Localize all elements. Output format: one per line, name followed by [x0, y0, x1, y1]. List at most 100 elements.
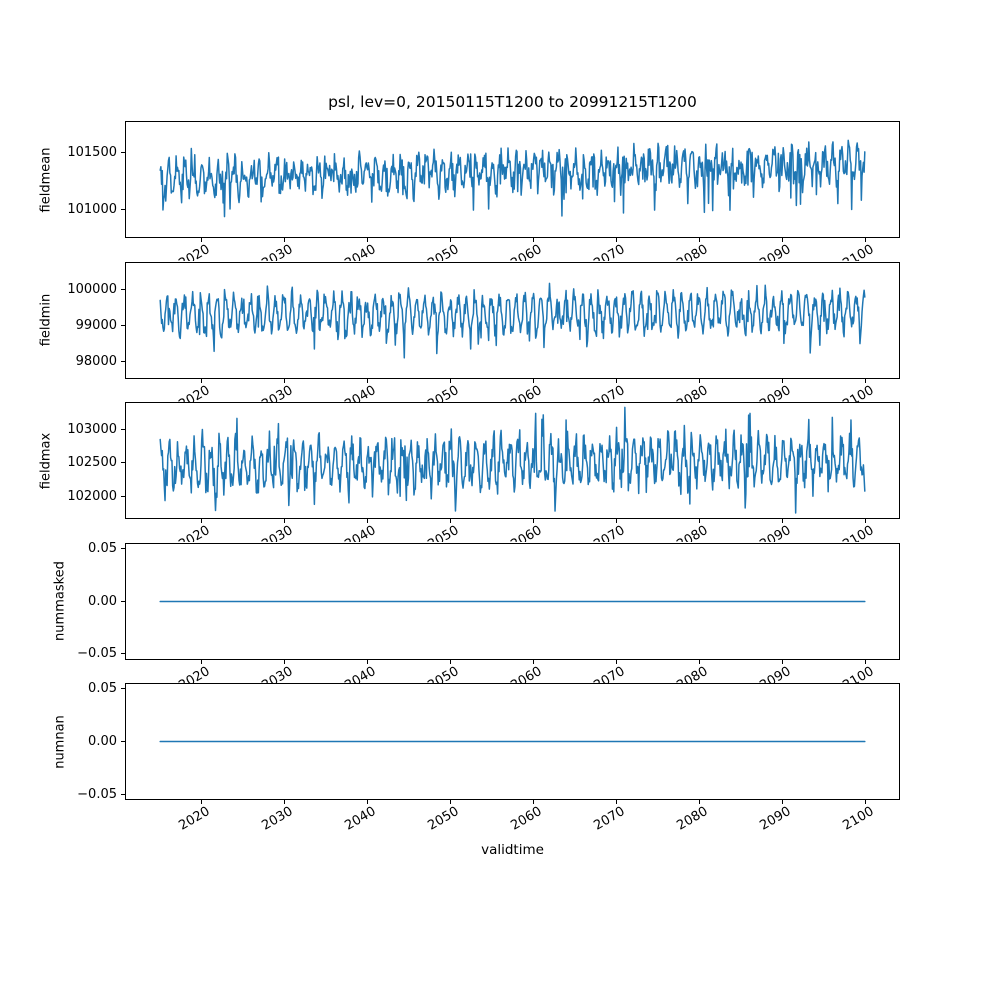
x-tick-label: 2100 — [840, 242, 877, 261]
x-tick — [781, 378, 783, 383]
axes-frame — [125, 683, 900, 800]
y-tick-label: 0.05 — [88, 540, 117, 556]
y-tick — [121, 741, 125, 742]
axes-frame — [125, 402, 900, 519]
subplot-nummasked: 0.05 0.00 −0.05 nummasked — [53, 541, 900, 664]
x-tick-label: 2020 — [176, 382, 213, 402]
x-tick — [864, 659, 866, 664]
x-tick — [200, 659, 202, 664]
y-tick-label: 103000 — [67, 421, 117, 437]
x-tick-label: 2040 — [342, 663, 379, 683]
x-tick-label: 2080 — [674, 804, 711, 834]
y-tick-label: 102000 — [67, 488, 117, 504]
x-tick-labels-row: 2020 2030 2040 2050 2060 2070 2080 2090 2100 — [125, 801, 900, 843]
x-tick-label: 2100 — [840, 663, 877, 683]
plot-area — [125, 542, 900, 660]
x-tick-label: 2020 — [176, 804, 213, 834]
axes-frame — [125, 261, 900, 379]
y-tick-label: 102500 — [67, 455, 117, 471]
x-tick-labels-row: 2020 2030 2040 2050 2060 2070 2080 2090 2100 — [125, 239, 900, 261]
x-tick — [283, 519, 285, 523]
x-tick — [532, 378, 534, 383]
x-tick — [200, 800, 202, 804]
x-tick — [698, 238, 700, 242]
y-tick-label: 0.00 — [88, 593, 117, 609]
y-tick-label: 98000 — [75, 353, 117, 369]
x-tick — [698, 519, 700, 523]
x-tick-label: 2070 — [591, 523, 628, 542]
plot-area — [125, 121, 900, 238]
x-tick — [615, 238, 617, 242]
x-tick — [449, 238, 451, 242]
x-tick — [366, 800, 368, 804]
plot-area — [125, 402, 900, 519]
x-tick — [200, 519, 202, 523]
x-tick-labels-row: 2020 2030 2040 2050 2060 2070 2080 2090 2100 — [125, 380, 900, 402]
x-tick-label: 2070 — [591, 663, 628, 683]
subplot-fieldmean: 101500 101000 fieldmean — [39, 121, 900, 242]
y-axis-label-numnan: numnan — [52, 714, 68, 769]
x-tick — [366, 238, 368, 242]
x-tick — [283, 378, 285, 383]
x-tick-label: 2070 — [591, 804, 628, 834]
x-tick — [615, 519, 617, 523]
x-tick-label: 2060 — [508, 523, 545, 542]
plot-area — [125, 683, 900, 800]
y-tick — [121, 688, 125, 690]
x-tick-label: 2050 — [425, 242, 462, 261]
x-tick — [366, 378, 368, 383]
x-tick — [781, 519, 783, 523]
x-tick-label: 2040 — [342, 804, 379, 834]
y-tick — [121, 547, 125, 549]
x-tick-label: 2100 — [840, 382, 877, 402]
x-tick-label: 2060 — [508, 382, 545, 402]
x-tick — [698, 659, 700, 664]
x-tick — [698, 800, 700, 804]
y-tick — [121, 600, 125, 602]
x-tick — [532, 238, 534, 242]
x-tick-label: 2080 — [674, 523, 711, 542]
x-tick-label: 2020 — [176, 242, 213, 261]
x-tick — [781, 659, 783, 664]
axes-frame — [125, 121, 900, 238]
x-tick-label: 2020 — [176, 663, 213, 683]
x-tick-label: 2020 — [176, 523, 213, 542]
x-tick-label: 2100 — [840, 523, 877, 542]
x-axis-label: validtime — [481, 842, 544, 858]
y-tick — [121, 324, 125, 326]
y-tick — [121, 288, 125, 290]
x-tick-label: 2050 — [425, 804, 462, 834]
x-tick — [449, 519, 451, 523]
y-tick — [121, 208, 125, 210]
x-tick — [532, 800, 534, 804]
y-tick-label: 99000 — [75, 317, 117, 333]
y-axis-label-fieldmin: fieldmin — [38, 293, 54, 347]
x-tick-label: 2090 — [757, 663, 794, 683]
y-axis-label-fieldmean: fieldmean — [38, 147, 54, 212]
x-tick — [366, 659, 368, 664]
x-tick — [615, 378, 617, 383]
x-tick-label: 2030 — [259, 523, 296, 542]
x-tick-label: 2080 — [674, 663, 711, 683]
subplot-fieldmin: 100000 99000 98000 fieldmin — [39, 261, 900, 383]
x-tick — [449, 659, 451, 664]
x-tick-labels-row: 2020 2030 2040 2050 2060 2070 2080 2090 2100 — [125, 661, 900, 683]
x-tick-label: 2030 — [259, 804, 296, 834]
x-tick-label: 2080 — [674, 382, 711, 402]
x-tick — [366, 519, 368, 523]
x-tick-label: 2040 — [342, 242, 379, 261]
y-axis-label-nummasked: nummasked — [52, 561, 68, 641]
x-tick-label: 2030 — [259, 663, 296, 683]
x-tick — [864, 378, 866, 383]
y-tick-label: 100000 — [67, 281, 117, 297]
x-tick-label: 2090 — [757, 382, 794, 402]
x-tick — [449, 800, 451, 804]
x-tick-label: 2050 — [425, 523, 462, 542]
x-tick-label: 2030 — [259, 382, 296, 402]
x-tick — [200, 238, 202, 242]
x-tick — [864, 800, 866, 804]
series-line-fieldmax — [159, 406, 866, 514]
x-tick — [449, 378, 451, 383]
y-tick — [121, 462, 125, 464]
